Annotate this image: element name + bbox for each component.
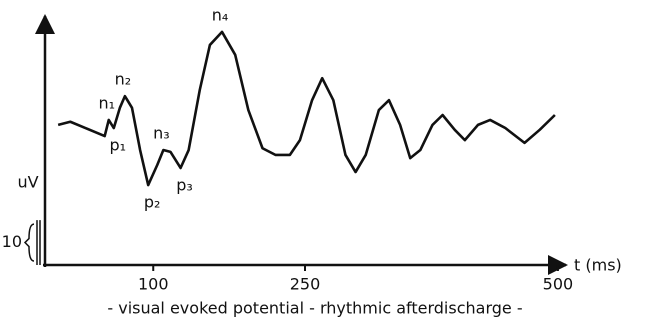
peak-label: n₁ <box>98 93 115 112</box>
peak-label: p₂ <box>144 193 161 212</box>
x-axis-label: t (ms) <box>574 256 622 275</box>
scale-brace <box>23 223 35 262</box>
peak-label: p₁ <box>110 136 127 155</box>
waveform <box>57 30 556 187</box>
x-tick-label: 100 <box>138 275 169 294</box>
peak-label: p₃ <box>176 175 193 194</box>
scale-bar-label: 10 <box>2 232 22 251</box>
caption: - visual evoked potential - rhythmic aft… <box>107 299 522 318</box>
peak-label: n₂ <box>115 70 132 89</box>
scale-bar <box>36 220 41 265</box>
x-tick-label: 500 <box>543 275 574 294</box>
peak-label: n₄ <box>212 5 229 24</box>
y-axis-label: uV <box>17 173 38 192</box>
x-tick-label: 250 <box>290 275 321 294</box>
peak-label: n₃ <box>153 124 170 143</box>
